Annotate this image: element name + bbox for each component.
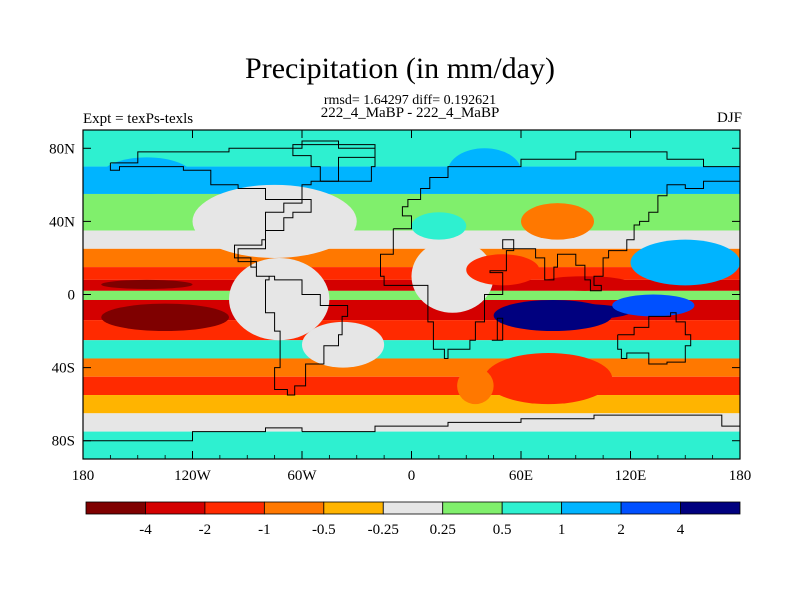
colorbar-box: [382, 501, 444, 515]
y-axis: 80N 40N 0 40S 80S: [49, 141, 740, 450]
field-patch: [466, 254, 540, 286]
colorbar-label: -4: [139, 522, 152, 538]
field-patch: [302, 321, 385, 368]
field-patch: [539, 276, 631, 291]
colorbar-box: [442, 501, 503, 515]
experiment-label: Expt = texPs-texls: [83, 111, 194, 127]
x-tick-label: 0: [408, 468, 416, 484]
colorbar-label: 0.5: [493, 522, 512, 538]
colorbar-label: 2: [617, 522, 625, 538]
field-patch: [630, 239, 740, 286]
colorbar: -4 -2 -1 -0.5 -0.25 0.25 0.5 1 2 4: [85, 501, 741, 538]
y-tick-label: 40N: [49, 214, 75, 230]
colorbar-label: -0.5: [312, 522, 336, 538]
y-tick-label: 80N: [49, 141, 75, 157]
stats-line: rmsd= 1.64297 diff= 0.192621: [323, 93, 497, 108]
field-patch: [229, 257, 330, 341]
colorbar-box: [85, 501, 146, 515]
colorbar-label: 0.25: [430, 522, 456, 538]
field-band: [83, 290, 740, 300]
coastline-outline: [83, 140, 740, 459]
x-tick-label: 180: [729, 468, 752, 484]
field-band: [83, 166, 740, 194]
chart-title: Precipitation (in mm/day): [245, 52, 555, 85]
coastline-path: [109, 144, 376, 396]
x-tick-label: 120E: [615, 468, 647, 484]
x-tick-label: 120W: [174, 468, 212, 484]
colorbar-box: [561, 501, 622, 515]
field-band: [83, 358, 740, 377]
field-patch: [448, 148, 521, 194]
colorbar-label: -1: [258, 522, 271, 538]
field-patch: [521, 203, 594, 240]
field-band: [83, 230, 740, 249]
field-patch: [101, 279, 193, 290]
colorbar-label: 1: [558, 522, 566, 538]
field-band: [83, 413, 740, 432]
field-patch: [411, 239, 494, 313]
colorbar-box: [501, 501, 563, 515]
x-tick-label: 180: [72, 468, 95, 484]
colorbar-box: [620, 501, 681, 515]
field-band: [83, 340, 740, 359]
colorbar-box: [263, 501, 325, 515]
coastline-path: [617, 312, 692, 365]
field-patch: [101, 303, 229, 332]
coastline-path: [491, 317, 504, 341]
coastline-path: [83, 414, 740, 459]
colorbar-box: [204, 501, 265, 515]
field-patch: [511, 303, 631, 321]
colorbar-label: -2: [199, 522, 212, 538]
coastline-path: [380, 151, 740, 359]
x-axis: 180 120W 60W 0 60E 120E 180: [72, 130, 752, 484]
precipitation-field: [83, 130, 740, 459]
field-patch: [411, 212, 467, 240]
colorbar-box: [680, 501, 741, 515]
field-band: [83, 376, 740, 396]
y-tick-label: 80S: [52, 434, 75, 450]
field-patch: [612, 294, 695, 317]
colorbar-box: [323, 501, 384, 515]
colorbar-box: [145, 501, 206, 515]
x-tick-label: 60W: [287, 468, 317, 484]
colorbar-label: 4: [677, 522, 685, 538]
colorbar-label: -0.25: [368, 522, 399, 538]
y-tick-label: 40S: [52, 361, 75, 377]
chart-subtitle: 222_4_MaBP - 222_4_MaBP: [320, 105, 500, 121]
field-band: [83, 395, 740, 414]
y-tick-label: 0: [68, 288, 76, 304]
x-tick-label: 60E: [509, 468, 533, 484]
season-label: DJF: [716, 110, 742, 126]
coastline-path: [292, 140, 376, 182]
field-patch: [484, 352, 613, 405]
field-patch: [192, 184, 357, 258]
field-patch: [457, 367, 494, 405]
